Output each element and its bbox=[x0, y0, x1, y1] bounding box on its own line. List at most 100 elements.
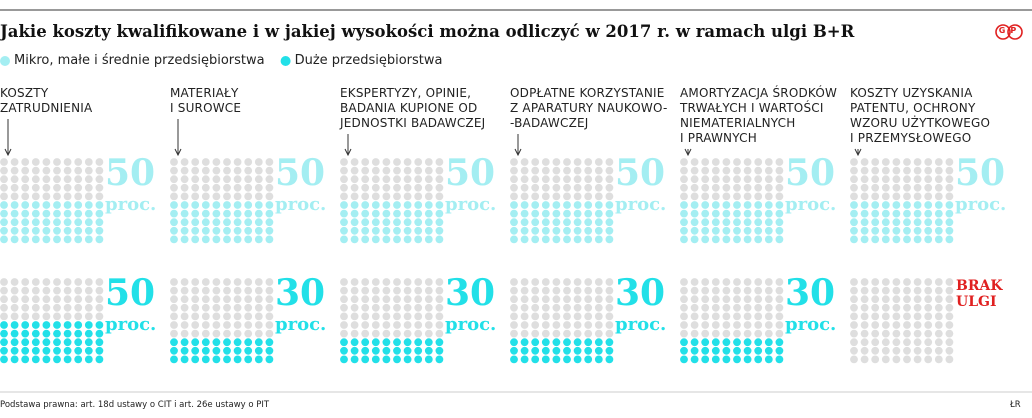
dot-empty bbox=[424, 166, 433, 175]
dot-empty bbox=[191, 192, 200, 201]
dot-empty bbox=[563, 321, 571, 329]
dot-empty bbox=[701, 175, 710, 184]
dot-empty bbox=[223, 175, 231, 184]
dot-filled bbox=[531, 235, 540, 244]
dot-empty bbox=[934, 278, 943, 286]
dot-empty bbox=[414, 192, 423, 201]
dot-empty bbox=[722, 175, 731, 184]
dot-empty bbox=[860, 158, 869, 166]
dot-empty bbox=[605, 295, 614, 304]
dot-filled bbox=[510, 355, 518, 364]
dot-empty bbox=[201, 321, 210, 329]
dot-filled bbox=[223, 355, 231, 364]
dot-empty bbox=[541, 303, 550, 312]
dot-empty bbox=[340, 295, 348, 304]
dot-filled bbox=[531, 209, 540, 218]
dot-empty bbox=[924, 286, 933, 295]
dot-filled bbox=[212, 235, 221, 244]
dot-empty bbox=[711, 303, 720, 312]
dot-empty bbox=[201, 166, 210, 175]
value-label: 50 bbox=[615, 152, 666, 194]
dot-filled bbox=[10, 218, 19, 227]
dot-empty bbox=[541, 175, 550, 184]
dot-filled bbox=[510, 338, 518, 347]
dot-filled bbox=[201, 355, 210, 364]
dot-empty bbox=[573, 192, 582, 201]
dot-empty bbox=[850, 346, 858, 355]
dot-empty bbox=[21, 286, 30, 295]
dot-empty bbox=[350, 303, 359, 312]
dot-filled bbox=[934, 201, 943, 209]
dot-empty bbox=[254, 312, 263, 321]
dot-empty bbox=[95, 312, 104, 321]
dot-empty bbox=[754, 192, 763, 201]
dot-empty bbox=[722, 321, 731, 329]
dot-empty bbox=[84, 192, 93, 201]
dot-filled bbox=[21, 201, 30, 209]
dot-filled bbox=[605, 201, 614, 209]
dot-filled bbox=[95, 321, 104, 329]
dot-empty bbox=[594, 183, 603, 192]
dot-empty bbox=[605, 158, 614, 166]
dot-filled bbox=[414, 209, 423, 218]
dot-filled bbox=[84, 218, 93, 227]
dot-empty bbox=[31, 192, 40, 201]
dot-filled bbox=[690, 209, 699, 218]
dot-empty bbox=[892, 312, 901, 321]
dot-filled bbox=[701, 235, 710, 244]
dot-filled bbox=[95, 329, 104, 338]
dot-empty bbox=[170, 329, 178, 338]
dot-filled bbox=[605, 355, 614, 364]
dot-empty bbox=[180, 329, 189, 338]
dot-filled bbox=[74, 209, 83, 218]
dot-empty bbox=[340, 278, 348, 286]
dot-filled bbox=[382, 226, 391, 235]
dot-filled bbox=[265, 346, 274, 355]
dot-empty bbox=[733, 312, 741, 321]
value-label: 50 bbox=[955, 152, 1006, 194]
dot-filled bbox=[690, 218, 699, 227]
waffle bbox=[850, 278, 954, 364]
dot-empty bbox=[21, 312, 30, 321]
dot-filled bbox=[743, 209, 752, 218]
dot-empty bbox=[594, 175, 603, 184]
dot-filled bbox=[850, 226, 858, 235]
dot-empty bbox=[403, 192, 412, 201]
dot-empty bbox=[42, 295, 51, 304]
dot-filled bbox=[233, 338, 242, 347]
dot-empty bbox=[180, 158, 189, 166]
dot-empty bbox=[350, 166, 359, 175]
dot-empty bbox=[254, 329, 263, 338]
dot-empty bbox=[552, 312, 561, 321]
dot-empty bbox=[903, 286, 911, 295]
dot-filled bbox=[201, 218, 210, 227]
dot-empty bbox=[764, 278, 773, 286]
dot-empty bbox=[764, 295, 773, 304]
dot-empty bbox=[850, 158, 858, 166]
dot-filled bbox=[21, 218, 30, 227]
dot-filled bbox=[191, 226, 200, 235]
dot-empty bbox=[403, 295, 412, 304]
dot-empty bbox=[903, 303, 911, 312]
waffle bbox=[170, 278, 274, 364]
dot-filled bbox=[605, 226, 614, 235]
dot-filled bbox=[722, 235, 731, 244]
dot-filled bbox=[414, 218, 423, 227]
dot-filled bbox=[42, 321, 51, 329]
dot-empty bbox=[924, 192, 933, 201]
dot-empty bbox=[881, 303, 890, 312]
dot-filled bbox=[680, 218, 688, 227]
dot-filled bbox=[531, 201, 540, 209]
dot-filled bbox=[775, 235, 784, 244]
dot-empty bbox=[10, 192, 19, 201]
dot-filled bbox=[361, 209, 370, 218]
dot-filled bbox=[881, 235, 890, 244]
dot-empty bbox=[180, 278, 189, 286]
dot-filled bbox=[690, 346, 699, 355]
dot-filled bbox=[605, 338, 614, 347]
dot-empty bbox=[244, 329, 253, 338]
dot-filled bbox=[743, 355, 752, 364]
dot-empty bbox=[605, 278, 614, 286]
dot-empty bbox=[573, 321, 582, 329]
dot-empty bbox=[201, 175, 210, 184]
